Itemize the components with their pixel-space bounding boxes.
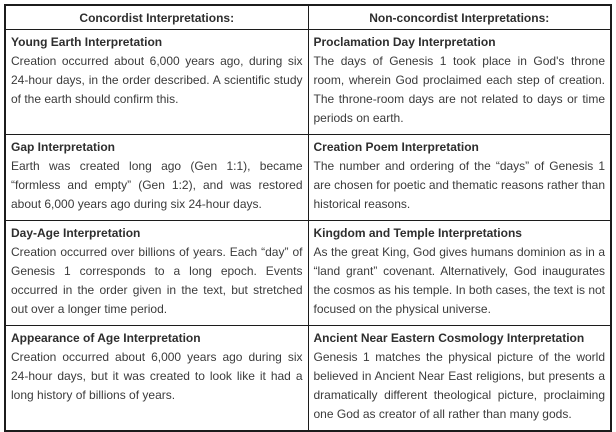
table-row: Day-Age Interpretation Creation occurred… bbox=[4, 220, 612, 326]
interpretation-body: Earth was created long ago (Gen 1:1), be… bbox=[11, 159, 303, 211]
cell-gap: Gap Interpretation Earth was created lon… bbox=[4, 134, 309, 221]
interpretation-body: Creation occurred over billions of years… bbox=[11, 245, 303, 316]
interpretations-table: Concordist Interpretations: Non-concordi… bbox=[4, 4, 612, 432]
cell-ancient-near-eastern: Ancient Near Eastern Cosmology Interpret… bbox=[307, 325, 612, 432]
cell-creation-poem: Creation Poem Interpretation The number … bbox=[307, 134, 612, 221]
interpretation-title: Kingdom and Temple Interpretations bbox=[313, 226, 522, 240]
interpretation-body: The number and ordering of the “days” of… bbox=[313, 159, 606, 211]
header-row: Concordist Interpretations: Non-concordi… bbox=[4, 4, 612, 30]
interpretation-body: As the great King, God gives humans domi… bbox=[313, 245, 606, 316]
column-header-non-concordist: Non-concordist Interpretations: bbox=[307, 4, 612, 30]
table-row: Appearance of Age Interpretation Creatio… bbox=[4, 325, 612, 432]
table-row: Gap Interpretation Earth was created lon… bbox=[4, 134, 612, 221]
interpretation-title: Ancient Near Eastern Cosmology Interpret… bbox=[313, 331, 585, 345]
interpretation-title: Day-Age Interpretation bbox=[11, 226, 141, 240]
interpretation-title: Gap Interpretation bbox=[11, 140, 116, 154]
interpretation-title: Creation Poem Interpretation bbox=[313, 140, 479, 154]
cell-appearance-of-age: Appearance of Age Interpretation Creatio… bbox=[4, 325, 309, 432]
interpretation-body: Creation occurred about 6,000 years ago,… bbox=[11, 54, 303, 106]
interpretation-body: Creation occurred about 6,000 years ago … bbox=[11, 350, 303, 402]
cell-young-earth: Young Earth Interpretation Creation occu… bbox=[4, 29, 309, 135]
interpretation-body: The days of Genesis 1 took place in God'… bbox=[313, 54, 606, 125]
table-row: Young Earth Interpretation Creation occu… bbox=[4, 29, 612, 135]
cell-kingdom-temple: Kingdom and Temple Interpretations As th… bbox=[307, 220, 612, 326]
interpretation-title: Appearance of Age Interpretation bbox=[11, 331, 201, 345]
interpretation-body: Genesis 1 matches the physical picture o… bbox=[313, 350, 606, 421]
interpretations-page: Concordist Interpretations: Non-concordi… bbox=[4, 4, 612, 432]
interpretation-title: Young Earth Interpretation bbox=[11, 35, 163, 49]
cell-proclamation-day: Proclamation Day Interpretation The days… bbox=[307, 29, 612, 135]
column-header-concordist: Concordist Interpretations: bbox=[4, 4, 309, 30]
interpretation-title: Proclamation Day Interpretation bbox=[313, 35, 496, 49]
cell-day-age: Day-Age Interpretation Creation occurred… bbox=[4, 220, 309, 326]
